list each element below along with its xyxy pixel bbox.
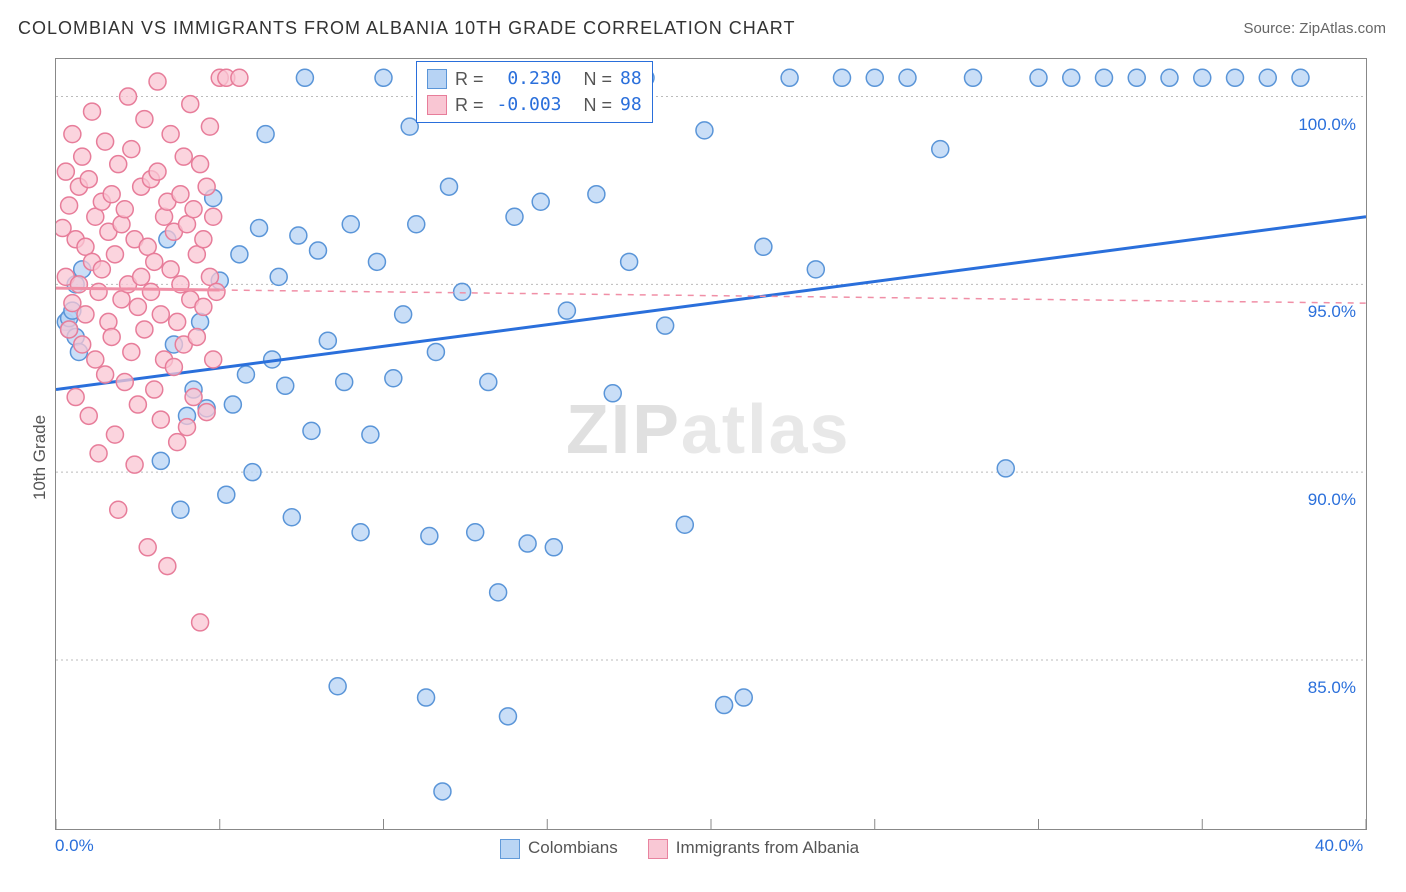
plot-area: ZIPatlas R =0.230 N =88 R =-0.003 N =98 … [55, 58, 1367, 830]
y-tick-label: 85.0% [1286, 678, 1356, 698]
legend-stats: R =0.230 N =88 R =-0.003 N =98 [416, 61, 653, 123]
legend-stat-row: R =0.230 N =88 [427, 66, 642, 92]
x-tick-label: 40.0% [1315, 836, 1363, 856]
chart-title: COLOMBIAN VS IMMIGRANTS FROM ALBANIA 10T… [18, 18, 795, 39]
legend-item: Colombians [500, 838, 618, 859]
legend-item: Immigrants from Albania [648, 838, 859, 859]
chart-svg [56, 59, 1366, 829]
legend-stat-row: R =-0.003 N =98 [427, 92, 642, 118]
source-link[interactable]: Source: ZipAtlas.com [1243, 20, 1386, 37]
y-tick-label: 90.0% [1286, 490, 1356, 510]
y-axis-label: 10th Grade [30, 415, 50, 500]
y-tick-label: 95.0% [1286, 302, 1356, 322]
y-tick-label: 100.0% [1286, 115, 1356, 135]
chart-container: COLOMBIAN VS IMMIGRANTS FROM ALBANIA 10T… [0, 0, 1406, 892]
legend-series: Colombians Immigrants from Albania [500, 838, 859, 859]
x-tick-label: 0.0% [55, 836, 94, 856]
